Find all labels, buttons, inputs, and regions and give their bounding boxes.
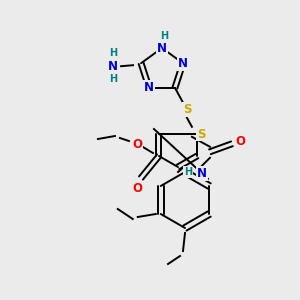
Text: N: N xyxy=(178,57,188,70)
Text: S: S xyxy=(183,103,191,116)
Text: N: N xyxy=(197,167,207,180)
Text: H: H xyxy=(109,48,117,58)
Text: S: S xyxy=(197,128,205,140)
Text: N: N xyxy=(144,81,154,94)
Text: N: N xyxy=(108,60,118,73)
Text: H: H xyxy=(109,74,117,84)
Text: H: H xyxy=(184,167,192,177)
Text: O: O xyxy=(132,137,142,151)
Text: N: N xyxy=(157,41,167,55)
Text: H: H xyxy=(160,31,168,41)
Text: O: O xyxy=(235,135,245,148)
Text: O: O xyxy=(132,182,142,194)
